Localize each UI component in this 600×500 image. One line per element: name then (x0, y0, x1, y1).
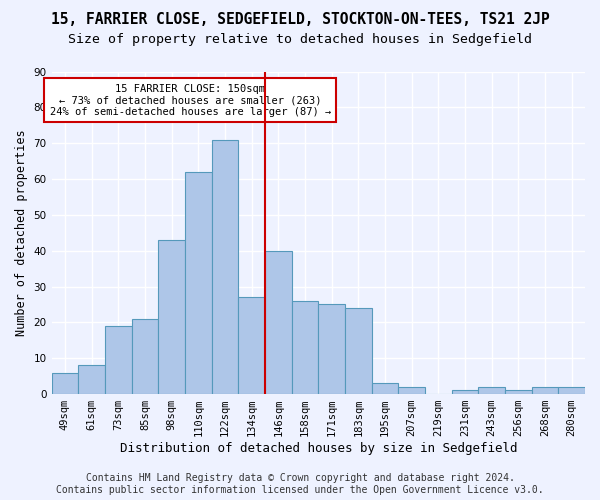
Bar (105, 326, 131, 394)
X-axis label: Distribution of detached houses by size in Sedgefield: Distribution of detached houses by size … (119, 442, 517, 455)
Bar (292, 301, 318, 394)
Text: Size of property relative to detached houses in Sedgefield: Size of property relative to detached ho… (68, 32, 532, 46)
Bar (559, 387, 585, 394)
Bar (371, 384, 398, 394)
Bar (238, 298, 265, 394)
Bar (505, 390, 532, 394)
Bar (318, 304, 345, 394)
Bar (345, 308, 371, 394)
Text: Contains HM Land Registry data © Crown copyright and database right 2024.
Contai: Contains HM Land Registry data © Crown c… (56, 474, 544, 495)
Bar (532, 387, 559, 394)
Bar (158, 240, 185, 394)
Bar (478, 387, 505, 394)
Bar (212, 140, 238, 394)
Bar (78, 366, 105, 394)
Bar (398, 387, 425, 394)
Bar (265, 250, 292, 394)
Bar (131, 319, 158, 394)
Bar (52, 372, 78, 394)
Bar (452, 390, 478, 394)
Text: 15 FARRIER CLOSE: 150sqm
← 73% of detached houses are smaller (263)
24% of semi-: 15 FARRIER CLOSE: 150sqm ← 73% of detach… (50, 84, 331, 117)
Y-axis label: Number of detached properties: Number of detached properties (15, 130, 28, 336)
Text: 15, FARRIER CLOSE, SEDGEFIELD, STOCKTON-ON-TEES, TS21 2JP: 15, FARRIER CLOSE, SEDGEFIELD, STOCKTON-… (50, 12, 550, 28)
Bar (185, 172, 212, 394)
